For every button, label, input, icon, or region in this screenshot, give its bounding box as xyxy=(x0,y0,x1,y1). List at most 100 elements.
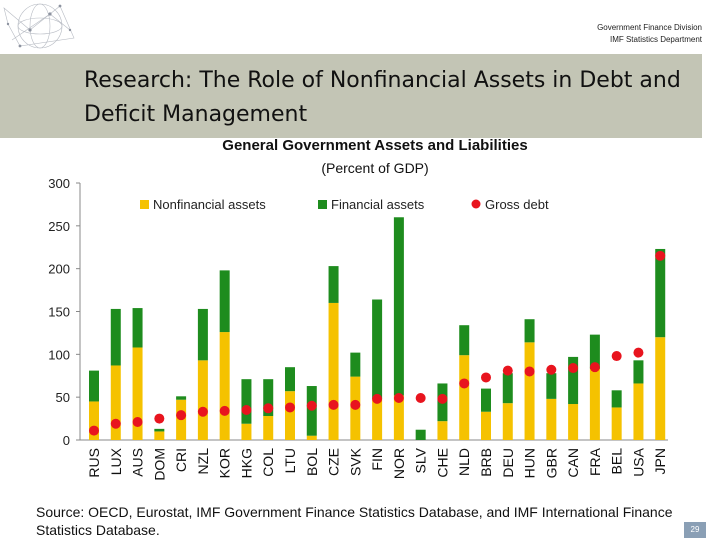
bar-nonfinancial-usa xyxy=(633,383,644,440)
page-number: 29 xyxy=(684,522,706,538)
y-tick-label: 100 xyxy=(48,347,70,362)
bar-financial-kor xyxy=(219,270,230,333)
legend-swatch-financial xyxy=(318,200,327,209)
bar-financial-cri xyxy=(176,396,187,400)
marker-gross-debt-ltu xyxy=(285,402,295,413)
marker-gross-debt-deu xyxy=(502,365,513,376)
y-tick-label: 300 xyxy=(48,176,70,191)
imf-globe-logo xyxy=(3,3,75,49)
bar-nonfinancial-deu xyxy=(502,403,513,440)
marker-gross-debt-nzl xyxy=(197,406,208,417)
marker-gross-debt-aus xyxy=(132,417,143,428)
bar-financial-fra xyxy=(589,334,600,369)
marker-gross-debt-col xyxy=(263,403,274,414)
x-tick-label: CHE xyxy=(434,448,450,478)
bar-nonfinancial-dom xyxy=(154,431,165,440)
marker-gross-debt-dom xyxy=(154,413,165,424)
marker-gross-debt-che xyxy=(437,393,448,404)
bar-nonfinancial-hkg xyxy=(241,423,252,440)
bar-financial-deu xyxy=(502,373,513,404)
bar-nonfinancial-nld xyxy=(459,355,470,440)
slide-title-rest: The Role of Nonfinancial Assets in Debt … xyxy=(84,68,681,127)
chart: 0 50 100 150 200 250 300 RUS LUX AUS DOM CRI NZL KOR H… xyxy=(48,176,668,481)
bar-nonfinancial-col xyxy=(263,416,274,440)
bar-financial-jpn xyxy=(655,248,666,338)
x-tick-label: CAN xyxy=(565,448,581,478)
bar-nonfinancial-jpn xyxy=(655,337,666,440)
marker-gross-debt-hun xyxy=(524,366,535,377)
y-tick-label: 150 xyxy=(48,305,70,320)
x-tick-label: USA xyxy=(630,447,646,476)
bar-nonfinancial-fra xyxy=(589,368,600,440)
x-tick-label: HUN xyxy=(522,448,538,478)
x-tick-label: RUS xyxy=(86,448,102,478)
marker-gross-debt-kor xyxy=(219,405,230,416)
bar-nonfinancial-lux xyxy=(110,365,121,440)
marker-gross-debt-cze xyxy=(328,399,339,410)
bar-financial-fin xyxy=(372,299,383,399)
source-note: Source: OECD, Eurostat, IMF Government F… xyxy=(36,504,673,538)
header-department: IMF Statistics Department xyxy=(609,35,702,44)
y-tick-label: 50 xyxy=(56,390,70,405)
bar-financial-can xyxy=(568,356,579,405)
bar-nonfinancial-che xyxy=(437,421,448,440)
bar-financial-hkg xyxy=(241,379,252,424)
bar-financial-slv xyxy=(415,429,426,440)
x-tick-label: FRA xyxy=(587,447,603,476)
x-tick-label: BOL xyxy=(304,448,320,476)
marker-gross-debt-hkg xyxy=(241,405,252,416)
x-tick-label: KOR xyxy=(217,448,233,478)
bar-nonfinancial-gbr xyxy=(546,398,557,440)
marker-gross-debt-nor xyxy=(393,393,404,404)
bar-financial-lux xyxy=(110,308,121,366)
header-division: Government Finance Division xyxy=(597,23,702,32)
x-tick-label: COL xyxy=(260,448,276,477)
bar-financial-rus xyxy=(89,370,99,402)
bar-financial-usa xyxy=(633,360,644,384)
marker-gross-debt-slv xyxy=(415,393,426,404)
bar-nonfinancial-bel xyxy=(611,407,622,440)
x-tick-label: FIN xyxy=(369,448,385,471)
bar-nonfinancial-nor xyxy=(393,395,404,440)
title-banner xyxy=(0,54,702,138)
marker-gross-debt-jpn xyxy=(655,250,666,261)
chart-subtitle: (Percent of GDP) xyxy=(321,160,429,176)
marker-gross-debt-brb xyxy=(481,372,491,383)
slide-title: Research: The Role of Nonfinancial Asset… xyxy=(84,64,694,132)
bar-financial-bel xyxy=(611,390,622,408)
x-tick-label: NLD xyxy=(456,448,472,476)
x-tick-label: CZE xyxy=(326,448,342,476)
bar-nonfinancial-rus xyxy=(89,401,99,440)
marker-gross-debt-svk xyxy=(350,399,361,410)
bar-nonfinancial-ltu xyxy=(285,391,295,440)
bar-nonfinancial-cze xyxy=(328,302,339,440)
marker-gross-debt-usa xyxy=(633,347,644,358)
bar-financial-aus xyxy=(132,308,143,348)
x-tick-label: JPN xyxy=(652,448,668,474)
x-tick-label: LTU xyxy=(282,448,298,473)
bar-financial-dom xyxy=(154,428,165,432)
bar-financial-nzl xyxy=(197,308,208,361)
x-tick-label: DEU xyxy=(500,448,516,478)
y-tick-label: 200 xyxy=(48,262,70,277)
marker-gross-debt-bol xyxy=(306,400,317,411)
bar-financial-svk xyxy=(350,352,361,377)
x-tick-label: SLV xyxy=(413,447,429,473)
bar-nonfinancial-aus xyxy=(132,347,143,440)
header-org: Government Finance Division IMF Statisti… xyxy=(597,22,702,46)
legend-label-financial: Financial assets xyxy=(331,197,425,212)
x-tick-label: BRB xyxy=(478,448,494,477)
marker-gross-debt-nld xyxy=(459,378,470,389)
x-tick-label: SVK xyxy=(347,447,363,476)
chart-title: General Government Assets and Liabilitie… xyxy=(222,137,528,154)
bar-nonfinancial-brb xyxy=(481,411,491,440)
bar-financial-hun xyxy=(524,319,535,343)
bar-financial-nld xyxy=(459,325,470,356)
x-tick-label: BEL xyxy=(609,448,625,475)
x-tick-label: HKG xyxy=(238,448,254,478)
legend-label-gross-debt: Gross debt xyxy=(485,197,549,212)
bar-nonfinancial-kor xyxy=(219,332,230,440)
legend-swatch-nonfinancial xyxy=(140,200,149,209)
bar-financial-gbr xyxy=(546,373,557,399)
y-tick-label: 0 xyxy=(63,433,70,448)
